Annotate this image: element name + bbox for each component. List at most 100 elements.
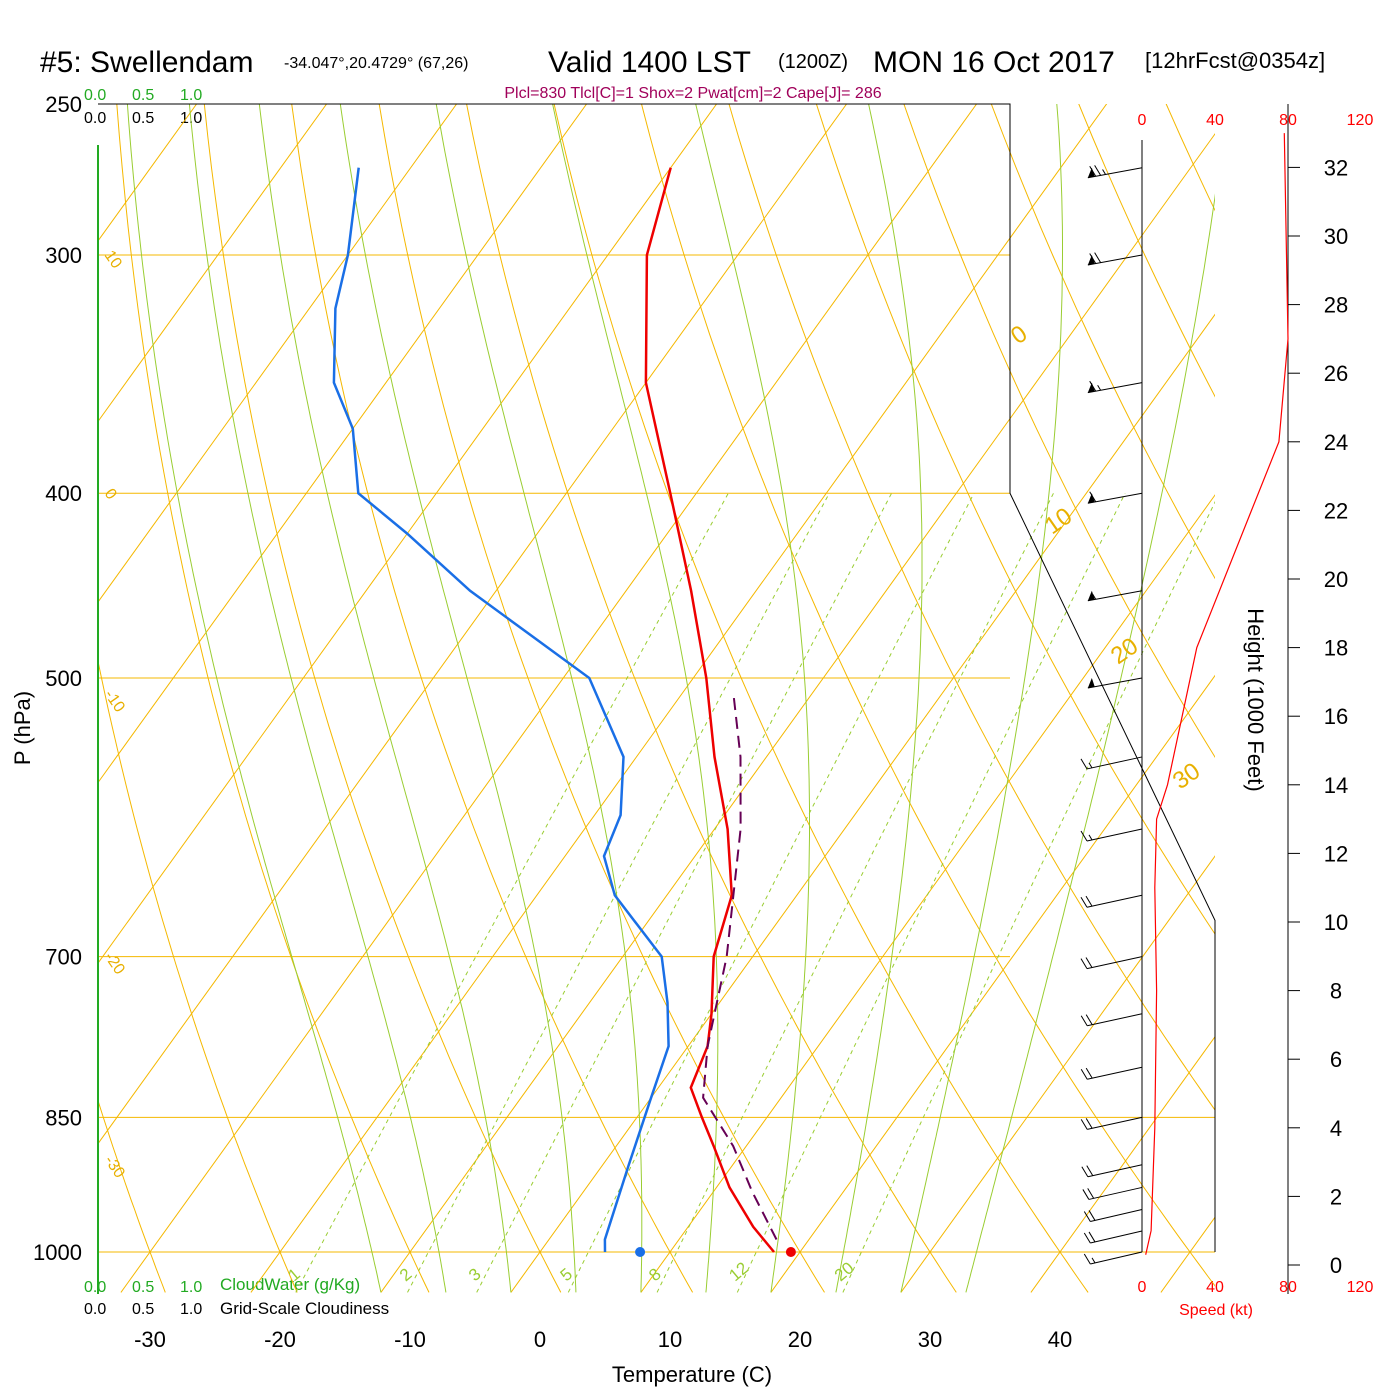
wind-barb-pennant — [1087, 382, 1095, 393]
height-tick-label: 26 — [1324, 361, 1348, 386]
moist-adiabat-line — [435, 104, 643, 1293]
dry-adiabat-line — [553, 104, 1089, 1293]
height-tick-label: 14 — [1324, 773, 1348, 798]
wind-barb — [1087, 252, 1143, 266]
mixing-ratio-line — [476, 492, 893, 1293]
wind-barb — [1080, 828, 1143, 842]
wind-barb-staff — [1087, 382, 1143, 394]
wind-barb-flag — [1083, 1253, 1091, 1265]
wind-barb — [1087, 677, 1143, 689]
wind-barb-staff — [1086, 894, 1143, 908]
forecast-info: [12hrFcst@0354z] — [1145, 48, 1325, 73]
speed-axis-label: Speed (kt) — [1179, 1302, 1253, 1319]
dry-adiabat-line — [98, 1098, 166, 1293]
cloudwater-tick: 1.0 — [180, 87, 202, 104]
wind-barb — [1083, 1230, 1143, 1244]
cloudiness-tick: 1.0 — [180, 1301, 202, 1318]
wind-barb-flag — [1085, 1067, 1093, 1079]
speed-axis-bottom: 0 40 80 120 Speed (kt) — [1138, 1279, 1374, 1319]
p-tick-label: 850 — [45, 1105, 82, 1130]
wind-barb — [1087, 380, 1143, 394]
valid-zulu: (1200Z) — [778, 51, 848, 73]
height-tick-label: 28 — [1324, 293, 1348, 318]
height-tick-label: 0 — [1330, 1253, 1342, 1278]
wind-barb — [1080, 756, 1143, 770]
x-tick-label: -10 — [394, 1327, 426, 1352]
height-tick-label: 24 — [1324, 430, 1348, 455]
cloudwater-tick: 0.0 — [84, 1279, 106, 1296]
mixing-ratio-line — [567, 492, 975, 1293]
wind-barb-staff — [1087, 677, 1143, 689]
wind-barb-half-flag — [1097, 385, 1102, 391]
isotherm-line — [900, 855, 1215, 1293]
wind-barb-flag — [1080, 1015, 1088, 1027]
isotherm-line — [640, 494, 1215, 1293]
wind-barb-staff — [1087, 590, 1143, 602]
wind-barb-half-flag — [1102, 169, 1106, 175]
speed-axis-top: 0 40 80 120 — [1138, 112, 1374, 129]
profile-layer — [332, 167, 796, 1257]
y-axis-title: P (hPa) — [10, 691, 35, 765]
wind-barb-flag — [1087, 1188, 1095, 1199]
wind-barb-flag — [1094, 165, 1102, 176]
p-tick-label: 250 — [45, 92, 82, 117]
height-tick-label: 16 — [1324, 704, 1348, 729]
isotherm-line — [98, 104, 718, 964]
moist-adiabat-line — [339, 104, 577, 1293]
isotherm-line — [510, 313, 1215, 1293]
wind-barb — [1083, 1251, 1143, 1265]
valid-time: Valid 1400 LST — [548, 46, 751, 79]
x-tick-label: 30 — [918, 1327, 942, 1352]
dry-adiabat-line — [0, 70, 34, 1292]
cloudiness-label: Grid-Scale Cloudiness — [220, 1299, 389, 1318]
isotherm-line — [770, 674, 1215, 1293]
isotherm-line — [120, 104, 978, 1293]
cloudiness-tick: 0.0 — [84, 1301, 106, 1318]
speed-tick: 120 — [1347, 112, 1374, 129]
wind-barb-flag — [1083, 1211, 1091, 1222]
height-axis-title: Height (1000 Feet) — [1243, 608, 1268, 791]
cloudwater-label: CloudWater (g/Kg) — [220, 1275, 360, 1294]
wind-barb-flag — [1082, 1189, 1090, 1200]
isotherm-label: 0 — [101, 486, 120, 503]
dry-adiabat-line — [815, 104, 1215, 935]
wind-barb — [1080, 894, 1143, 908]
wind-barb-staff — [1087, 1066, 1143, 1080]
cloudiness-tick: 0.0 — [84, 110, 106, 127]
wind-barb-staff — [1087, 167, 1143, 179]
isotherm-line — [98, 104, 848, 1145]
wind-barb-flag — [1080, 758, 1088, 770]
height-tick-label: 8 — [1330, 979, 1342, 1004]
isotherm-line — [1160, 1216, 1215, 1293]
wind-barb-flag — [1086, 1165, 1094, 1176]
wind-barb-staff — [1088, 1186, 1143, 1200]
cloudwater-tick: 0.0 — [84, 87, 106, 104]
wind-barb — [1080, 1066, 1143, 1080]
axis-layer: -30 -20 -10 0 10 20 30 402503004005007008501000… — [33, 92, 1348, 1352]
station-coords: -34.047°,20.4729° (67,26) — [284, 55, 468, 72]
dry-adiabat-line — [116, 104, 430, 1293]
wind-barb-staff — [1087, 1013, 1143, 1027]
wind-barb — [1082, 1186, 1143, 1200]
wind-barb — [1083, 1209, 1143, 1223]
height-tick-label: 2 — [1330, 1184, 1342, 1209]
isotherm-line — [380, 133, 1215, 1293]
wind-barb-flag — [1081, 1166, 1089, 1178]
height-tick-label: 10 — [1324, 910, 1348, 935]
surface-dewpoint-point — [635, 1247, 646, 1257]
mixing-ratio-line — [656, 492, 1054, 1293]
wind-barb-staff — [1087, 1164, 1143, 1178]
moist-adiabat-line — [126, 104, 382, 1293]
wind-barb-flag — [1089, 253, 1097, 264]
x-tick-label: -20 — [264, 1327, 296, 1352]
wind-barb-half-flag — [1091, 1257, 1096, 1264]
valid-date: MON 16 Oct 2017 — [873, 46, 1115, 79]
moist-adiabat-line — [695, 104, 810, 1293]
x-tick-label: 0 — [534, 1327, 546, 1352]
wind-barb-pennant — [1087, 167, 1095, 178]
cloudwater-tick: 1.0 — [180, 1279, 202, 1296]
frame-layer — [97, 103, 1289, 1294]
p-tick-label: 700 — [45, 945, 82, 970]
moist-adiabat-line — [188, 104, 447, 1293]
wind-barb — [1087, 590, 1143, 602]
